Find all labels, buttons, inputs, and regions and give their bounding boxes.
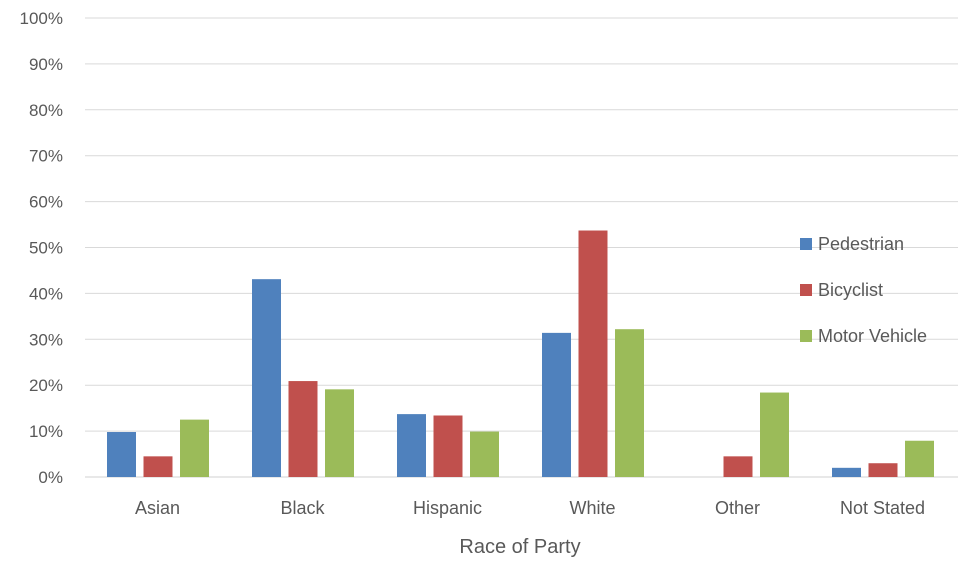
legend: Pedestrian Bicyclist Motor Vehicle xyxy=(800,234,927,346)
legend-swatch xyxy=(800,330,812,342)
bar-bicyclist xyxy=(868,463,898,477)
bar-bicyclist xyxy=(433,415,463,477)
bar-bicyclist xyxy=(578,230,608,477)
x-tick-label: Other xyxy=(715,498,760,518)
bar-motor-vehicle xyxy=(470,431,499,477)
x-axis-title: Race of Party xyxy=(459,536,580,558)
legend-item-motor-vehicle: Motor Vehicle xyxy=(800,326,927,346)
x-tick-label: Black xyxy=(280,498,325,518)
bar-bicyclist xyxy=(143,456,173,477)
legend-label: Motor Vehicle xyxy=(818,326,927,346)
x-axis-tick-labels: Asian Black Hispanic White Other Not Stated xyxy=(135,498,925,518)
legend-label: Bicyclist xyxy=(818,280,883,300)
y-tick-label: 50% xyxy=(29,239,63,258)
y-tick-label: 0% xyxy=(38,468,63,487)
y-tick-label: 100% xyxy=(20,9,63,28)
y-tick-label: 40% xyxy=(29,284,63,303)
bar-pedestrian xyxy=(832,467,861,477)
bar-motor-vehicle xyxy=(905,440,934,477)
legend-label: Pedestrian xyxy=(818,234,904,254)
y-tick-label: 80% xyxy=(29,101,63,120)
gridlines xyxy=(85,17,958,478)
bar-pedestrian xyxy=(107,432,136,477)
bars xyxy=(107,230,934,477)
x-tick-label: White xyxy=(569,498,615,518)
bar-bicyclist xyxy=(723,456,753,477)
bar-pedestrian xyxy=(542,332,571,477)
y-tick-label: 90% xyxy=(29,55,63,74)
legend-item-pedestrian: Pedestrian xyxy=(800,234,904,254)
legend-swatch xyxy=(800,284,812,296)
bar-motor-vehicle xyxy=(760,392,789,477)
x-tick-label: Hispanic xyxy=(413,498,482,518)
bar-pedestrian xyxy=(397,414,426,477)
y-tick-label: 30% xyxy=(29,330,63,349)
bar-motor-vehicle xyxy=(615,329,644,477)
y-axis-tick-labels: 0% 10% 20% 30% 40% 50% 60% 70% 80% 90% 100% xyxy=(20,9,63,487)
bar-motor-vehicle xyxy=(325,389,354,477)
bar-bicyclist xyxy=(288,381,318,477)
y-tick-label: 70% xyxy=(29,147,63,166)
legend-item-bicyclist: Bicyclist xyxy=(800,280,883,300)
bar-pedestrian xyxy=(252,279,281,477)
y-tick-label: 10% xyxy=(29,422,63,441)
x-tick-label: Asian xyxy=(135,498,180,518)
y-tick-label: 20% xyxy=(29,376,63,395)
x-tick-label: Not Stated xyxy=(840,498,925,518)
bar-motor-vehicle xyxy=(180,419,209,477)
y-tick-label: 60% xyxy=(29,193,63,212)
legend-swatch xyxy=(800,238,812,250)
